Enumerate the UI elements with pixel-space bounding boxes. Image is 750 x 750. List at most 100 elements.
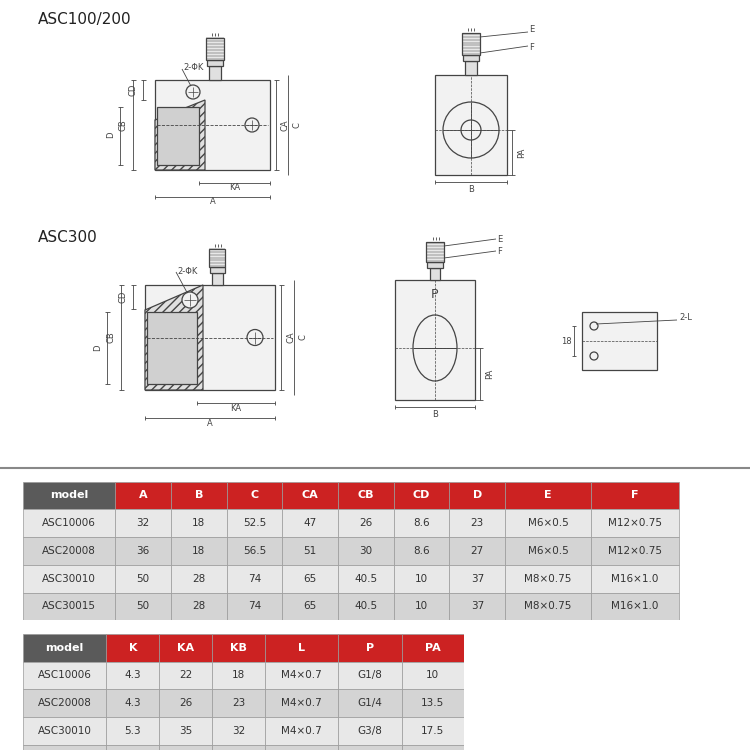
Bar: [462, 33, 480, 55]
Text: 2-P: 2-P: [176, 139, 185, 151]
Bar: [207, 60, 223, 66]
Text: 40.5: 40.5: [354, 574, 377, 584]
Bar: [426, 242, 444, 262]
Bar: [159, 689, 212, 717]
Text: G1/4: G1/4: [357, 698, 382, 708]
Polygon shape: [155, 100, 205, 170]
Text: 13.5: 13.5: [421, 698, 444, 708]
Bar: [116, 509, 171, 537]
Bar: [338, 565, 394, 592]
Bar: [22, 662, 106, 689]
Text: 30: 30: [359, 546, 373, 556]
Text: M4×0.7: M4×0.7: [281, 726, 322, 736]
Text: 26: 26: [179, 698, 192, 708]
Text: A: A: [139, 490, 148, 500]
Text: A: A: [209, 197, 215, 206]
Bar: [338, 634, 402, 662]
Bar: [106, 745, 159, 750]
Text: 2-ΦK: 2-ΦK: [183, 64, 203, 73]
Text: KB: KB: [230, 643, 247, 652]
Text: 28: 28: [192, 574, 206, 584]
Text: 5.3: 5.3: [124, 726, 141, 736]
Bar: [402, 745, 464, 750]
Text: PA: PA: [518, 147, 526, 158]
Text: 18: 18: [192, 518, 206, 528]
Text: CD: CD: [413, 490, 430, 500]
Bar: [465, 61, 477, 75]
Text: D: D: [106, 132, 115, 138]
Bar: [159, 662, 212, 689]
Text: P: P: [431, 289, 439, 302]
Bar: [395, 280, 475, 400]
Bar: [212, 717, 265, 745]
Bar: [338, 745, 402, 750]
Text: 26: 26: [359, 518, 373, 528]
Bar: [582, 312, 657, 370]
Bar: [402, 662, 464, 689]
Text: 47: 47: [304, 518, 316, 528]
Bar: [506, 592, 591, 620]
Bar: [394, 537, 449, 565]
Text: K: K: [128, 643, 137, 652]
Bar: [427, 262, 443, 268]
Text: 4.3: 4.3: [124, 698, 141, 708]
Bar: [22, 565, 116, 592]
Bar: [171, 482, 226, 509]
Text: KA: KA: [177, 643, 194, 652]
Bar: [338, 509, 394, 537]
Bar: [116, 592, 171, 620]
Bar: [116, 565, 171, 592]
Text: 10: 10: [415, 574, 428, 584]
Text: 10: 10: [426, 670, 439, 680]
Text: E: E: [497, 235, 502, 244]
Bar: [159, 745, 212, 750]
Bar: [226, 509, 283, 537]
Bar: [402, 717, 464, 745]
Bar: [226, 592, 283, 620]
Text: KB: KB: [151, 350, 160, 360]
Bar: [394, 565, 449, 592]
Circle shape: [245, 118, 259, 132]
Bar: [22, 537, 116, 565]
Bar: [159, 717, 212, 745]
Text: PA: PA: [485, 369, 494, 380]
Bar: [147, 312, 197, 384]
Bar: [449, 509, 506, 537]
Bar: [22, 634, 106, 662]
Text: CA: CA: [302, 490, 319, 500]
Bar: [506, 537, 591, 565]
Text: F: F: [529, 43, 534, 52]
Text: M12×0.75: M12×0.75: [608, 546, 662, 556]
Text: 4.3: 4.3: [124, 670, 141, 680]
Bar: [394, 509, 449, 537]
Bar: [338, 662, 402, 689]
Text: CD: CD: [118, 291, 127, 303]
Bar: [212, 634, 265, 662]
Bar: [402, 634, 464, 662]
Text: CB: CB: [358, 490, 374, 500]
Bar: [435, 75, 507, 175]
Text: model: model: [50, 490, 88, 500]
Circle shape: [443, 102, 499, 158]
Bar: [338, 537, 394, 565]
Text: 36: 36: [136, 546, 150, 556]
Text: F: F: [632, 490, 639, 500]
Circle shape: [247, 329, 263, 346]
Bar: [394, 482, 449, 509]
Text: D: D: [472, 490, 482, 500]
Text: M4×0.7: M4×0.7: [281, 698, 322, 708]
Text: 50: 50: [136, 602, 150, 611]
Bar: [116, 482, 171, 509]
Bar: [106, 689, 159, 717]
Polygon shape: [145, 285, 203, 390]
Bar: [449, 592, 506, 620]
Bar: [171, 509, 226, 537]
Text: 17.5: 17.5: [421, 726, 444, 736]
Text: 37: 37: [471, 574, 484, 584]
Text: B: B: [195, 490, 203, 500]
Bar: [116, 537, 171, 565]
Circle shape: [590, 322, 598, 330]
Text: ASC10006: ASC10006: [38, 670, 92, 680]
Text: ASC20008: ASC20008: [42, 546, 96, 556]
Bar: [283, 537, 338, 565]
